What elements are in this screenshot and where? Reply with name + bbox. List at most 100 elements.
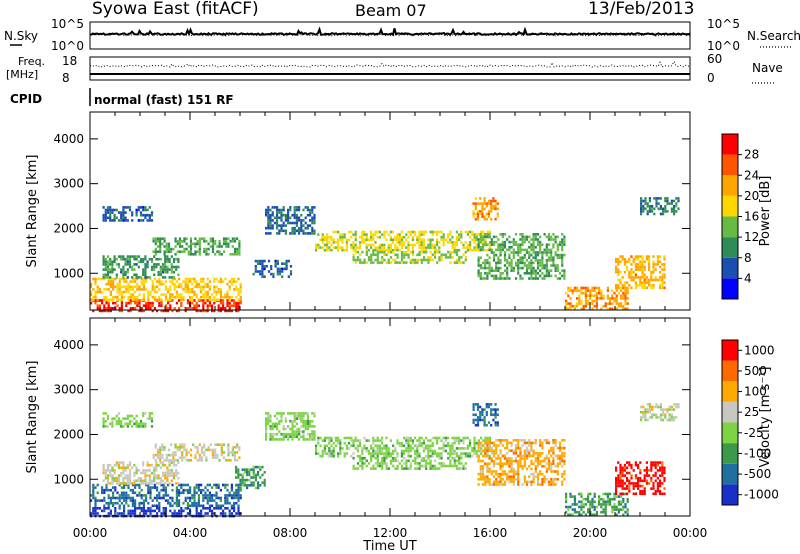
- velocity-axes: 1000 2000 3000 4000: [53, 318, 691, 516]
- power-cbar-cell-1: [722, 257, 738, 279]
- power-cbar-tick-4: 20: [744, 189, 759, 203]
- velocity-feature-9: [472, 403, 499, 427]
- power-feature-10: [477, 233, 566, 280]
- power-heatmap: [90, 197, 680, 313]
- velocity-feature-12: [615, 461, 666, 496]
- power-feature-4: [152, 237, 241, 256]
- power-feature-9: [472, 197, 499, 221]
- velocity-feature-10: [477, 439, 566, 486]
- velocity-cbar-tick-3: 25: [744, 405, 759, 419]
- nave-series: [89, 60, 690, 68]
- power-feature-8: [352, 250, 467, 264]
- power-cbar-tick-2: 12: [744, 230, 759, 244]
- velocity-ytick-1: 2000: [53, 427, 84, 441]
- power-cbar-tick-1: 8: [744, 251, 752, 265]
- freq-unit: [MHz]: [6, 68, 38, 81]
- velocity-ytick-0: 1000: [53, 472, 84, 486]
- power-cbar-cell-6: [722, 154, 738, 176]
- beam-title: Beam 07: [355, 1, 427, 20]
- time-tick-6: 00:00: [673, 526, 708, 540]
- velocity-cbar-tick-0: 1000: [744, 343, 775, 357]
- power-axes: 1000 2000 3000 4000: [53, 112, 691, 310]
- nsky-panel: N.Sky 10^5 10^0 10^5 10^0 N.Search: [4, 17, 800, 53]
- power-cbar-tick-5: 24: [744, 168, 759, 182]
- power-feature-2: [102, 255, 180, 279]
- power-cbar-tick-0: 4: [744, 271, 752, 285]
- freq-tick-bottom: 8: [62, 71, 70, 85]
- time-tick-2: 08:00: [273, 526, 308, 540]
- velocity-cbar-tick-4: -25: [744, 426, 764, 440]
- time-tick-0: 00:00: [73, 526, 108, 540]
- power-ytick-1: 2000: [53, 221, 84, 235]
- freq-label: Freq.: [18, 55, 45, 68]
- power-cbar-label: Power [dB]: [758, 176, 773, 247]
- velocity-cbar-cell-1: [722, 463, 738, 485]
- time-tick-1: 04:00: [173, 526, 208, 540]
- power-feature-3: [102, 206, 154, 222]
- power-cbar-cell-3: [722, 216, 738, 238]
- velocity-feature-8: [352, 456, 467, 470]
- date-title: 13/Feb/2013: [588, 0, 694, 19]
- velocity-feature-2: [102, 461, 180, 485]
- nsearch-tick-bottom: 10^0: [707, 39, 740, 53]
- cpid-label: CPID: [10, 92, 42, 106]
- velocity-cbar-cell-2: [722, 443, 738, 464]
- power-feature-13: [640, 197, 680, 216]
- nsky-series: [89, 26, 691, 37]
- velocity-cbar-cell-6: [722, 360, 738, 382]
- power-ylabel: Slant Range [km]: [25, 155, 40, 268]
- velocity-feature-3: [102, 412, 154, 428]
- nsearch-label: N.Search: [747, 29, 800, 43]
- nsky-label: N.Sky: [4, 29, 38, 43]
- power-ytick-3: 4000: [53, 132, 84, 146]
- nave-tick-bottom: 0: [707, 71, 715, 85]
- power-feature-7: [315, 230, 491, 252]
- power-colorbar: 4 8 12 16 20 24 28: [721, 133, 759, 300]
- velocity-cbar-tick-6: -500: [744, 467, 771, 481]
- velocity-feature-13: [640, 403, 680, 422]
- nsky-tick-top: 10^5: [51, 17, 84, 31]
- velocity-ytick-2: 3000: [53, 383, 84, 397]
- velocity-cbar-tick-1: 500: [744, 364, 767, 378]
- time-tick-5: 20:00: [573, 526, 608, 540]
- nsky-tick-bottom: 10^0: [51, 39, 84, 53]
- power-ytick-2: 3000: [53, 177, 84, 191]
- power-feature-5: [252, 259, 293, 278]
- velocity-feature-1: [90, 483, 242, 508]
- nave-label: Nave: [752, 61, 783, 75]
- power-cbar-cell-4: [722, 195, 738, 217]
- power-cbar-cell-0: [722, 278, 738, 299]
- power-cbar-tick-3: 16: [744, 210, 759, 224]
- velocity-ytick-3: 4000: [53, 338, 84, 352]
- freq-tick-top: 18: [62, 54, 77, 68]
- nsearch-tick-top: 10^5: [707, 17, 740, 31]
- time-tick-4: 16:00: [473, 526, 508, 540]
- power-cbar-cell-5: [722, 175, 738, 196]
- time-axis: 00:00 04:00 08:00 12:00 16:00 20:00 00:00: [73, 526, 708, 540]
- power-panel: 1000 2000 3000 4000 Slant Range [km] 4 8 12 16…: [25, 111, 773, 313]
- velocity-cbar-tick-5: -100: [744, 446, 771, 460]
- velocity-heatmap: [90, 403, 680, 518]
- velocity-panel: 1000 2000 3000 4000 Slant Range [km] 1000 50…: [25, 317, 779, 518]
- time-axis-label: Time UT: [362, 539, 416, 554]
- velocity-colorbar: 1000 500 100 25 -25 -100 -500 -1000: [721, 339, 779, 506]
- power-feature-1: [90, 277, 242, 302]
- freq-panel: Freq. [MHz] 18 8 60 0 Nave: [6, 52, 783, 85]
- nave-tick-top: 60: [707, 52, 722, 66]
- velocity-cbar-cell-5: [722, 381, 738, 402]
- power-cbar-cell-7: [722, 134, 738, 155]
- velocity-cbar-cell-3: [722, 422, 738, 444]
- cpid-text: normal (fast) 151 RF: [94, 93, 234, 107]
- velocity-feature-4: [152, 443, 241, 462]
- time-tick-3: 12:00: [373, 526, 408, 540]
- velocity-cbar-tick-2: 100: [744, 385, 767, 399]
- velocity-feature-11: [565, 492, 629, 517]
- velocity-feature-6: [265, 412, 316, 441]
- power-feature-12: [615, 255, 666, 290]
- power-cbar-tick-6: 28: [744, 148, 759, 162]
- velocity-cbar-cell-4: [722, 401, 738, 423]
- velocity-cbar-label: Velocity [m s⁻¹]: [758, 367, 773, 468]
- power-cbar-cell-2: [722, 237, 738, 258]
- velocity-feature-5: [235, 465, 266, 490]
